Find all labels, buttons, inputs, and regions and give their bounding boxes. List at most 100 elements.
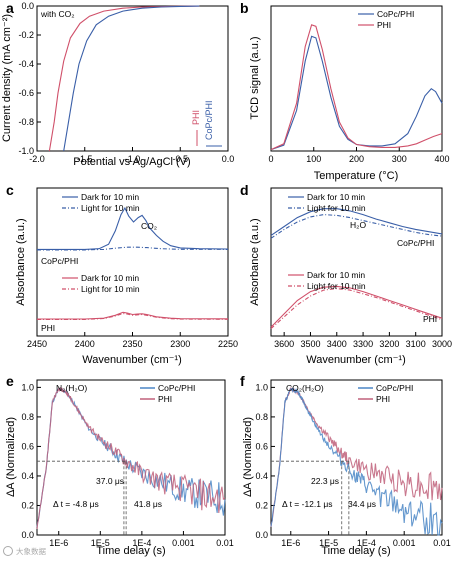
- panel-b-frame: [270, 5, 443, 152]
- series-line-copc-phi: [270, 35, 443, 151]
- panel-f-label: f: [240, 373, 245, 389]
- series-line-phi-light: [270, 288, 443, 330]
- panel-e: e 1E-6 1E-5 1E-4 0.001 0.01 0.0 0.2 0.4 0.6 0.8 1.…: [5, 373, 234, 557]
- y-tick-label: -0.8: [18, 117, 34, 127]
- panel-a-ylabel: Current density (mA cm⁻²): [1, 14, 13, 142]
- x-tick-label: 2450: [27, 339, 47, 349]
- y-tick-label: 0.2: [255, 500, 268, 510]
- panel-e-plot: 1E-6 1E-5 1E-4 0.001 0.01 0.0 0.2 0.4 0.6 0.8 1.0: [21, 382, 233, 548]
- panel-c-xlabel: Wavenumber (cm⁻¹): [82, 354, 182, 366]
- x-tick-label: 1E-5: [319, 538, 338, 548]
- panel-b-xlabel: Temperature (°C): [314, 170, 398, 182]
- watermark-icon: [3, 546, 13, 556]
- panel-f: f 1E-6 1E-5 1E-4 0.001 0.01 0.0 0.2 0.4 0.6 0.8 1.…: [240, 373, 451, 557]
- x-tick-label: 0: [268, 154, 273, 164]
- x-tick-label: -0.5: [172, 154, 188, 164]
- series-line-phi-light: [37, 312, 229, 320]
- panel-d-upper-label: CoPc/PHI: [397, 238, 434, 248]
- series-line-copc-phi-dark: [270, 208, 443, 236]
- x-tick-label: 1E-5: [91, 538, 110, 548]
- panel-a-plot: -2.0 -1.5 -1.0 -0.5 0.0 0.0 -0.2 -0.4 -0.6 -0.8 -1…: [18, 1, 234, 164]
- x-tick-label: -1.0: [125, 154, 141, 164]
- y-tick-label: 0.8: [255, 412, 268, 422]
- y-tick-label: -0.6: [18, 88, 34, 98]
- panel-e-legend-phi: PHI: [158, 394, 172, 404]
- series-line-copc-phi-dark: [37, 206, 229, 250]
- x-tick-label: 1E-4: [357, 538, 376, 548]
- x-tick-label: 3000: [432, 339, 452, 349]
- x-tick-label: 3300: [353, 339, 373, 349]
- panel-e-ylabel: ΔA (Normalized): [5, 417, 17, 497]
- panel-c-plot: 2450 2400 2350 2300 2250: [27, 206, 238, 349]
- x-tick-label: 3200: [379, 339, 399, 349]
- panel-d-xlabel: Wavenumber (cm⁻¹): [306, 354, 406, 366]
- x-tick-label: 3500: [300, 339, 320, 349]
- x-tick-label: 400: [434, 154, 449, 164]
- x-tick-label: 2400: [75, 339, 95, 349]
- x-tick-label: 200: [349, 154, 364, 164]
- x-tick-label: 3100: [406, 339, 426, 349]
- panel-e-title: N₂(H₂O): [56, 383, 87, 393]
- x-tick-label: 300: [392, 154, 407, 164]
- panel-d-label: d: [240, 182, 249, 198]
- series-line-copc-phi: [270, 387, 443, 536]
- series-line-phi: [36, 386, 226, 530]
- panel-c-upper-label: CoPc/PHI: [41, 256, 78, 266]
- panel-a-legend-copc: CoPc/PHI: [204, 100, 214, 140]
- panel-b-ylabel: TCD signal (a.u.): [249, 36, 261, 119]
- panel-e-annotation-1: 37.0 μs: [96, 476, 124, 486]
- panel-d-legend-dark: Dark for 10 min: [307, 192, 365, 202]
- x-tick-label: 1E-4: [132, 538, 151, 548]
- panel-c-label: c: [6, 182, 14, 198]
- x-tick-label: 0.0: [222, 154, 235, 164]
- y-tick-label: 1.0: [255, 382, 268, 392]
- panel-c-lower-label: PHI: [41, 323, 55, 333]
- panel-c-peak-label: CO₂: [141, 221, 157, 231]
- x-tick-label: 2300: [170, 339, 190, 349]
- x-tick-label: 0.001: [172, 538, 195, 548]
- panel-d-plot: 3600 3500 3400 3300 3200 3100 3000: [270, 208, 452, 349]
- panel-f-title: CO₂(H₂O): [286, 383, 324, 393]
- y-tick-label: 0.6: [255, 441, 268, 451]
- series-line-copc-phi-light: [37, 246, 229, 251]
- panel-e-frame: [36, 379, 226, 536]
- x-tick-label: 2250: [218, 339, 238, 349]
- series-line-phi: [270, 24, 443, 151]
- panel-a-xlabel: Potential vs Ag/AgCl (V): [73, 156, 190, 168]
- panel-e-annotation-3: Δ t = -4.8 μs: [53, 499, 99, 509]
- panel-b-label: b: [240, 0, 249, 16]
- panel-d-legend-light: Light for 10 min: [307, 203, 366, 213]
- panel-a-legend-phi: PHI: [191, 110, 201, 125]
- x-tick-label: -1.5: [77, 154, 93, 164]
- series-line-phi-dark: [270, 285, 443, 328]
- panel-f-frame: [270, 379, 443, 536]
- panel-a-annotation: with CO₂: [40, 9, 75, 19]
- panel-d-legend-dark-2: Dark for 10 min: [307, 270, 365, 280]
- x-tick-label: -2.0: [29, 154, 45, 164]
- x-tick-label: 2350: [122, 339, 142, 349]
- panel-f-legend-copc: CoPc/PHI: [376, 383, 413, 393]
- panel-e-xlabel: Time delay (s): [96, 545, 165, 557]
- panel-d-frame: [270, 187, 443, 337]
- panel-d: d 3600 3500 3400 3300 3200 3100 3000 Dark for …: [240, 182, 452, 366]
- panel-c-legend-dark-2: Dark for 10 min: [81, 273, 139, 283]
- y-tick-label: 0.0: [255, 530, 268, 540]
- series-line-copc-phi-light: [270, 214, 443, 239]
- y-tick-label: 0.8: [21, 412, 34, 422]
- y-tick-label: 0.0: [21, 530, 34, 540]
- y-tick-label: 0.2: [21, 500, 34, 510]
- panel-a: a -2.0 -1.5 -1.0 -0.5 0.0 0.0 -0.2 -0.4 -0.6 -0.8…: [1, 0, 234, 168]
- panel-f-ylabel: ΔA (Normalized): [242, 417, 254, 497]
- y-tick-label: 0.0: [21, 1, 34, 11]
- y-tick-label: 1.0: [21, 382, 34, 392]
- panel-e-label: e: [6, 373, 14, 389]
- panel-d-lower-label: PHI: [423, 314, 437, 324]
- panel-a-label: a: [6, 0, 14, 16]
- y-tick-label: -1.0: [18, 146, 34, 156]
- watermark-text: 大象数据: [16, 546, 46, 556]
- panel-e-annotation-2: 41.8 μs: [134, 499, 162, 509]
- x-tick-label: 0.001: [393, 538, 416, 548]
- panel-b-plot: 0 100 200 300 400: [268, 24, 450, 164]
- panel-b-legend-copc: CoPc/PHI: [377, 9, 414, 19]
